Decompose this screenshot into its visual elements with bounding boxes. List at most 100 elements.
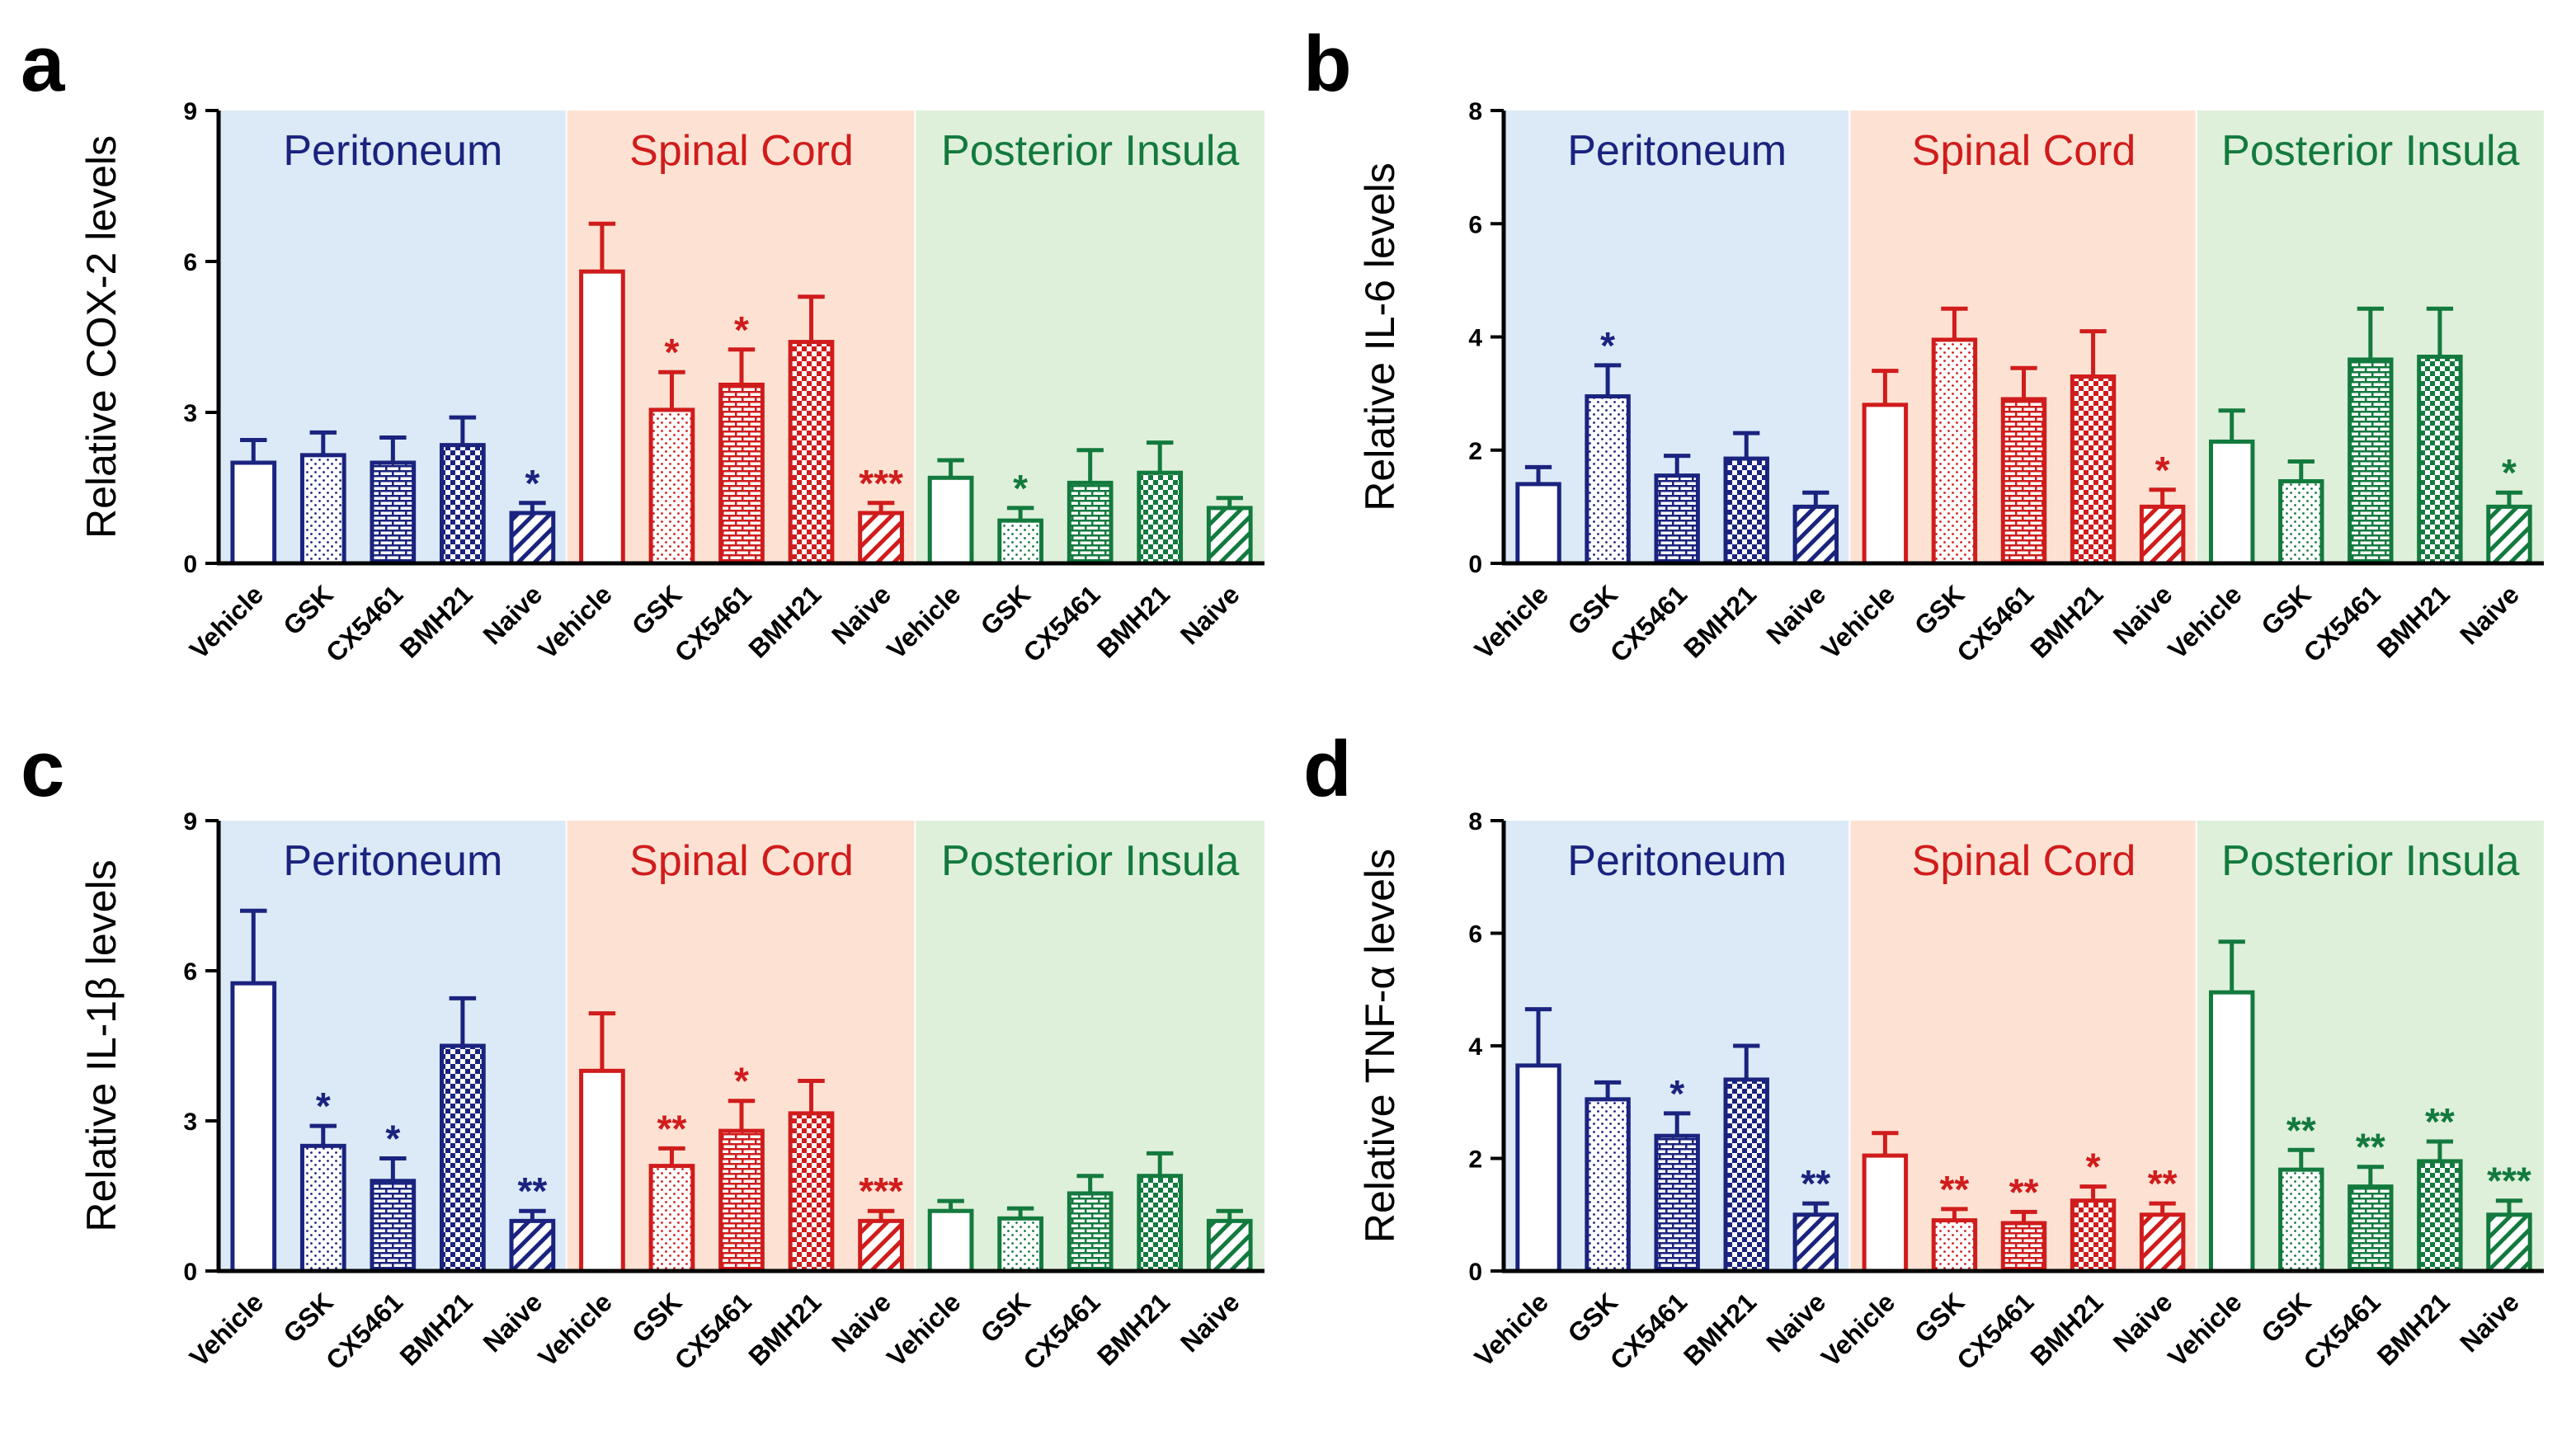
x-category-label: BMH21	[2371, 579, 2456, 663]
x-category-label: CX5461	[1951, 1287, 2039, 1375]
x-category-label: BMH21	[2371, 1287, 2456, 1371]
bar-naive	[2486, 1212, 2532, 1273]
x-category-label: Vehicle	[532, 1287, 617, 1372]
y-tick-label: 2	[1468, 1146, 1482, 1174]
y-tick-label: 3	[183, 1109, 197, 1136]
x-category-label: Vehicle	[2162, 579, 2247, 664]
y-tick-label: 9	[183, 98, 197, 125]
bar-bmh21	[2070, 374, 2117, 566]
x-category-label: CX5461	[320, 579, 408, 667]
significance-marker: *	[2502, 451, 2517, 494]
y-tick-label: 9	[183, 808, 197, 836]
significance-marker: *	[525, 462, 539, 505]
bar-bmh21	[2417, 355, 2463, 566]
bar-gsk	[1585, 394, 1631, 566]
region-label: Spinal Cord	[1912, 837, 2136, 885]
x-category-label: GSK	[1909, 1287, 1970, 1348]
x-category-label: BMH21	[2024, 1287, 2108, 1371]
significance-marker: *	[385, 1118, 400, 1160]
significance-marker: **	[2425, 1100, 2455, 1143]
bar-naive	[2486, 504, 2532, 566]
bar-cx5461	[370, 460, 417, 566]
significance-marker: *	[2086, 1146, 2101, 1189]
bar-naive	[1792, 1212, 1839, 1273]
significance-marker: **	[1801, 1162, 1830, 1205]
y-tick-label: 4	[1468, 1033, 1482, 1061]
bar-naive	[1206, 1218, 1253, 1273]
y-tick-label: 0	[1468, 1259, 1482, 1286]
bar-naive	[509, 511, 556, 566]
significance-marker: **	[2356, 1126, 2385, 1169]
x-category-label: CX5461	[1017, 1287, 1105, 1375]
x-category-label: CX5461	[1604, 579, 1693, 667]
bar-gsk	[1585, 1097, 1631, 1273]
bar-vehicle	[2208, 439, 2255, 566]
panel-c: c Relative IL-1β levels 0 3 6 9 Peritoneum Vehi…	[21, 725, 1264, 1376]
significance-marker: *	[316, 1085, 331, 1127]
significance-marker: *	[1600, 324, 1615, 367]
x-category-label: GSK	[1909, 579, 1970, 640]
bar-cx5461	[2348, 357, 2394, 566]
x-category-label: Naive	[2454, 1287, 2525, 1358]
bar-gsk	[299, 1143, 346, 1273]
significance-marker: *	[2155, 449, 2170, 492]
x-category-label: GSK	[2255, 1287, 2316, 1348]
panel-letter: d	[1303, 725, 1352, 813]
x-category-label: GSK	[277, 1287, 338, 1348]
y-tick-label: 3	[183, 400, 197, 427]
region-label: Peritoneum	[283, 837, 502, 885]
x-category-label: CX5461	[2298, 579, 2386, 667]
y-axis-label: Relative TNF-α levels	[1357, 849, 1403, 1243]
bar-bmh21	[1723, 456, 1769, 566]
y-tick-label: 6	[1468, 921, 1482, 949]
bar-bmh21	[1137, 1174, 1184, 1273]
x-category-label: CX5461	[1017, 579, 1105, 667]
x-category-label: GSK	[975, 1287, 1036, 1348]
panel-letter: c	[21, 725, 64, 813]
y-tick-label: 8	[1468, 98, 1482, 125]
x-category-label: Vehicle	[1815, 1287, 1900, 1372]
x-category-label: GSK	[2255, 579, 2316, 640]
x-category-label: Vehicle	[184, 1287, 269, 1372]
bar-vehicle	[1515, 1063, 1561, 1273]
significance-marker: **	[2148, 1162, 2178, 1205]
x-category-label: Vehicle	[1815, 579, 1900, 664]
x-category-label: GSK	[626, 1287, 687, 1348]
significance-marker: *	[1669, 1072, 1684, 1115]
region-label: Spinal Cord	[629, 127, 854, 175]
significance-marker: ***	[859, 1170, 903, 1212]
significance-marker: **	[657, 1107, 687, 1150]
y-axis-label: Relative COX-2 levels	[78, 135, 125, 539]
x-category-label: BMH21	[1678, 1287, 1762, 1371]
bar-gsk	[1931, 1218, 1978, 1273]
panel-letter: b	[1303, 20, 1352, 108]
bar-naive	[2139, 1212, 2186, 1273]
bar-bmh21	[2417, 1159, 2463, 1273]
x-category-label: CX5461	[669, 579, 757, 667]
x-category-label: CX5461	[669, 1287, 757, 1375]
bar-cx5461	[1654, 473, 1700, 566]
bar-gsk	[2278, 478, 2324, 566]
y-tick-label: 6	[183, 249, 197, 276]
x-category-label: BMH21	[2024, 579, 2108, 663]
bar-bmh21	[2070, 1198, 2117, 1273]
bar-cx5461	[718, 1128, 765, 1273]
bar-bmh21	[440, 1043, 486, 1273]
bar-cx5461	[2000, 397, 2047, 566]
bar-gsk	[2278, 1167, 2324, 1273]
bar-gsk	[1931, 337, 1978, 566]
y-tick-label: 8	[1468, 808, 1482, 836]
bar-vehicle	[579, 1068, 625, 1273]
bar-gsk	[997, 518, 1043, 566]
x-category-label: BMH21	[1091, 1287, 1175, 1371]
x-category-label: CX5461	[1604, 1287, 1693, 1375]
bar-vehicle	[1862, 1153, 1909, 1273]
x-category-label: BMH21	[1678, 579, 1762, 663]
bar-bmh21	[1137, 470, 1184, 566]
x-category-label: Naive	[1175, 1287, 1246, 1358]
x-category-label: Vehicle	[881, 1287, 966, 1372]
region-label: Posterior Insula	[941, 127, 1239, 175]
y-tick-label: 2	[1468, 438, 1482, 465]
y-tick-label: 0	[183, 551, 197, 578]
